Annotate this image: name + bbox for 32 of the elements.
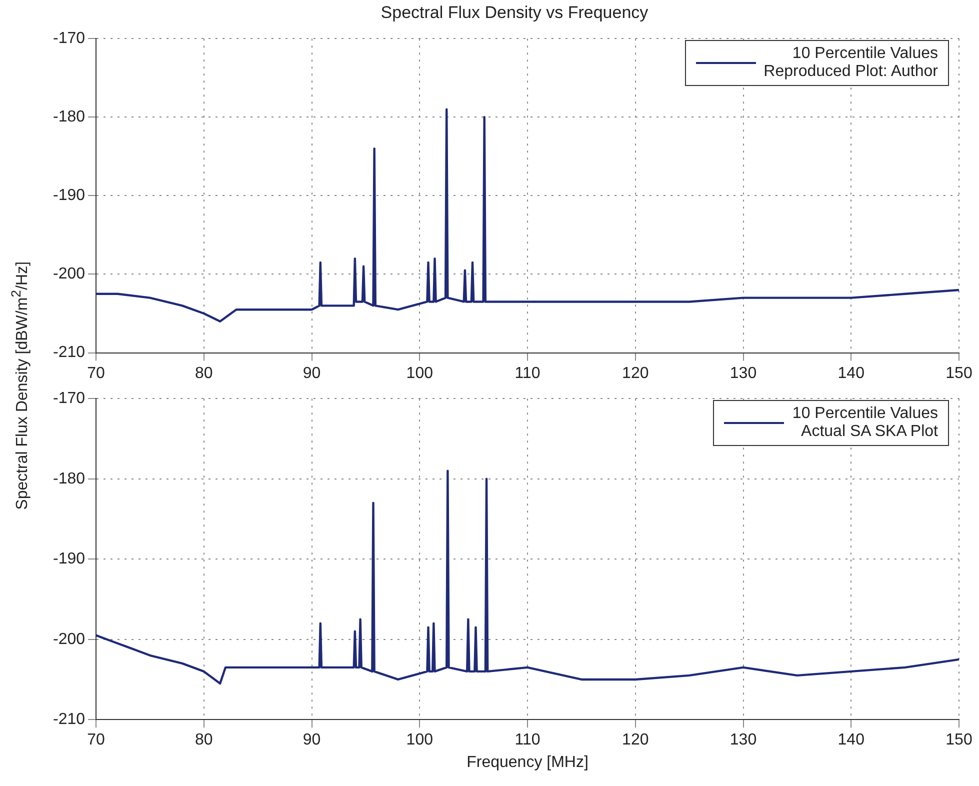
- y-tick-label: -210: [52, 711, 86, 728]
- y-tick-label: -180: [52, 108, 86, 126]
- x-tick-label: 100: [406, 364, 434, 382]
- x-tick-label: 110: [514, 732, 540, 749]
- y-tick-label: -200: [52, 630, 86, 648]
- y-tick-label: -210: [52, 344, 86, 362]
- x-tick-label: 80: [194, 364, 213, 382]
- legend-label: 10 Percentile Values Actual SA SKA Plot: [792, 405, 938, 441]
- y-tick-label: -170: [52, 30, 86, 48]
- x-tick-label: 90: [302, 364, 321, 382]
- chart-title: Spectral Flux Density vs Frequency: [380, 2, 650, 24]
- y-tick-label: -190: [52, 187, 86, 204]
- x-tick-label: 120: [622, 364, 649, 382]
- x-tick-label: 120: [622, 732, 649, 749]
- x-tick-label: 130: [730, 732, 757, 749]
- x-tick-label: 140: [838, 732, 865, 749]
- y-tick-label: -170: [52, 390, 86, 408]
- legend-label: 10 Percentile Values Reproduced Plot: Author: [764, 45, 938, 81]
- x-tick-label: 110: [514, 364, 540, 382]
- y-tick-label: -200: [52, 266, 86, 283]
- y-tick-label: -190: [52, 550, 86, 568]
- x-tick-label: 70: [87, 364, 106, 382]
- x-axis-title: Frequency [MHz]: [466, 754, 588, 771]
- x-tick-label: 150: [946, 732, 972, 749]
- y-tick-label: -180: [52, 470, 86, 488]
- x-tick-label: 70: [87, 732, 106, 749]
- x-tick-label: 130: [730, 364, 757, 382]
- x-tick-label: 150: [946, 364, 972, 382]
- x-tick-label: 100: [406, 732, 434, 749]
- x-tick-label: 140: [838, 364, 865, 382]
- x-tick-label: 80: [194, 732, 213, 749]
- x-tick-label: 90: [302, 732, 321, 749]
